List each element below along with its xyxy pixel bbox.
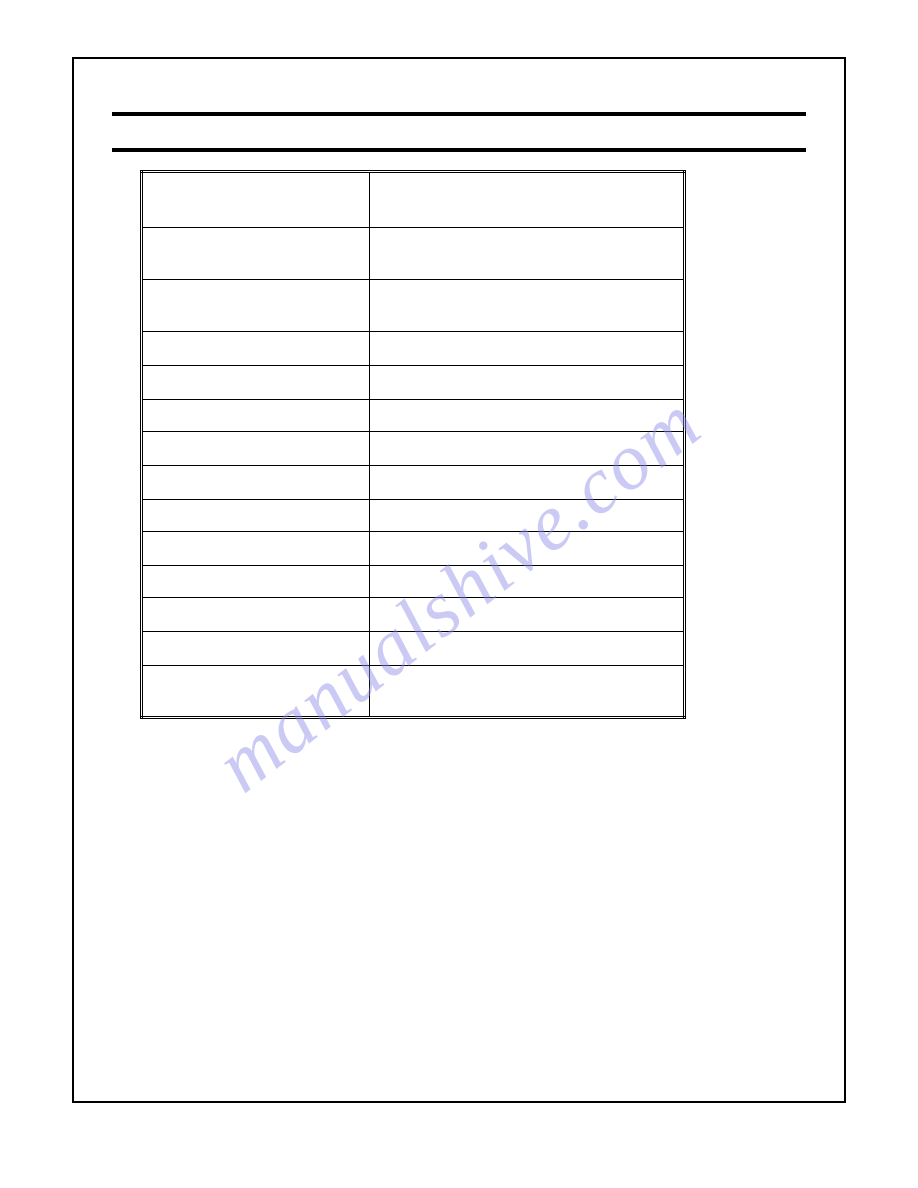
table-cell (142, 172, 370, 228)
table-cell (370, 432, 685, 466)
table-row (142, 532, 685, 566)
table-row (142, 432, 685, 466)
table-cell (142, 400, 370, 432)
table-row (142, 400, 685, 432)
table-cell (142, 332, 370, 366)
table-cell (370, 598, 685, 632)
table-cell (142, 666, 370, 718)
table-cell (142, 566, 370, 598)
table-cell (370, 666, 685, 718)
table-cell (370, 400, 685, 432)
table-cell (370, 228, 685, 280)
table-cell (370, 332, 685, 366)
table-cell (370, 172, 685, 228)
table-cell (142, 532, 370, 566)
spec-table-body (142, 172, 685, 718)
table-cell (370, 532, 685, 566)
page-content (72, 57, 846, 1103)
table-cell (142, 280, 370, 332)
table-cell (370, 366, 685, 400)
table-cell (142, 228, 370, 280)
table-row (142, 632, 685, 666)
table-row (142, 228, 685, 280)
table-cell (370, 280, 685, 332)
table-cell (142, 432, 370, 466)
table-cell (370, 632, 685, 666)
table-row (142, 280, 685, 332)
table-cell (370, 566, 685, 598)
table-row (142, 500, 685, 532)
horizontal-rule-second (112, 148, 806, 152)
table-cell (142, 632, 370, 666)
table-cell (142, 500, 370, 532)
table-cell (142, 598, 370, 632)
table-row (142, 366, 685, 400)
table-cell (370, 466, 685, 500)
spec-table (140, 170, 686, 719)
table-row (142, 172, 685, 228)
table-row (142, 466, 685, 500)
horizontal-rule-top (112, 112, 806, 116)
table-cell (370, 500, 685, 532)
table-row (142, 332, 685, 366)
table-row (142, 666, 685, 718)
table-row (142, 566, 685, 598)
table-cell (142, 366, 370, 400)
table-cell (142, 466, 370, 500)
table-row (142, 598, 685, 632)
spec-table-container (140, 170, 686, 719)
